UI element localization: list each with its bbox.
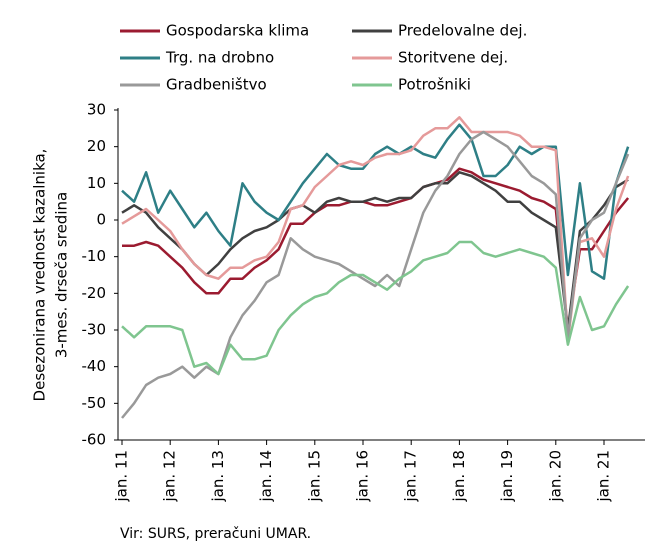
legend-label: Storitvene dej. — [398, 49, 508, 67]
x-tick-label: jan. 20 — [546, 450, 564, 503]
x-tick-label: jan. 21 — [595, 450, 613, 503]
y-tick-label: -30 — [82, 321, 107, 339]
x-tick-label: jan. 13 — [209, 450, 227, 503]
y-tick-label: -10 — [82, 247, 107, 265]
series-line — [121, 116, 630, 343]
x-tick-label: jan. 18 — [450, 450, 468, 503]
y-tick-label: 0 — [96, 211, 106, 229]
series-line — [121, 171, 629, 332]
source-note: Vir: SURS, preračuni UMAR. — [120, 526, 311, 542]
series-line — [121, 240, 630, 376]
y-tick-label: -60 — [82, 431, 107, 449]
y-tick-label: 30 — [87, 101, 106, 119]
x-tick-label: jan. 15 — [305, 450, 323, 503]
legend-label: Gospodarska klima — [166, 22, 309, 40]
series-line — [121, 123, 630, 280]
legend-label: Trg. na drobno — [165, 49, 274, 67]
x-tick-label: jan. 19 — [498, 450, 516, 503]
legend-label: Predelovalne dej. — [398, 22, 527, 40]
y-tick-label: -50 — [82, 394, 107, 412]
y-axis-label: Desezonirana vrednost kazalnika, — [31, 149, 49, 402]
y-axis-label: 3-mes. drseča sredina — [53, 192, 71, 358]
y-tick-label: 20 — [87, 137, 106, 155]
y-tick-label: 10 — [87, 174, 106, 192]
y-tick-label: -40 — [82, 357, 107, 375]
x-tick-label: jan. 11 — [113, 450, 131, 503]
legend-label: Potrošniki — [398, 76, 471, 94]
x-tick-label: jan. 16 — [354, 450, 372, 503]
x-tick-label: jan. 17 — [402, 450, 420, 503]
y-tick-label: -20 — [82, 284, 107, 302]
series-line — [121, 130, 630, 419]
x-tick-label: jan. 12 — [161, 450, 179, 503]
series-line — [122, 167, 630, 332]
legend-label: Gradbeništvo — [166, 76, 267, 94]
x-tick-label: jan. 14 — [257, 450, 275, 503]
